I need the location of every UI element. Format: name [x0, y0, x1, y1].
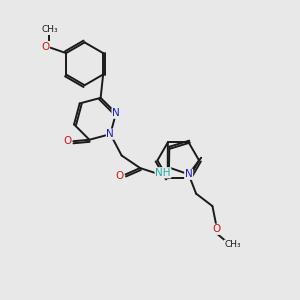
Text: N: N	[185, 169, 193, 179]
Text: O: O	[64, 136, 72, 146]
Text: N: N	[106, 129, 114, 139]
Text: CH₃: CH₃	[41, 26, 58, 34]
Text: N: N	[112, 108, 120, 118]
Text: O: O	[41, 42, 50, 52]
Text: CH₃: CH₃	[224, 240, 241, 249]
Text: O: O	[212, 224, 220, 234]
Text: NH: NH	[155, 168, 171, 178]
Text: O: O	[116, 171, 124, 181]
